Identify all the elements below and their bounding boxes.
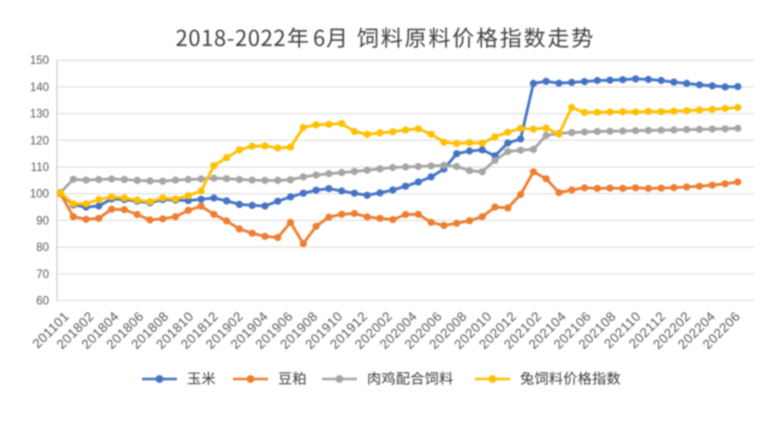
- svg-text:110: 110: [31, 162, 49, 174]
- svg-text:100: 100: [30, 189, 49, 201]
- svg-text:150: 150: [30, 55, 49, 67]
- svg-text:140: 140: [30, 82, 49, 94]
- svg-text:120: 120: [30, 135, 49, 147]
- svg-text:70: 70: [36, 269, 49, 281]
- svg-text:130: 130: [30, 109, 49, 121]
- svg-text:60: 60: [36, 296, 49, 308]
- svg-text:80: 80: [36, 242, 49, 254]
- svg-text:90: 90: [36, 215, 49, 227]
